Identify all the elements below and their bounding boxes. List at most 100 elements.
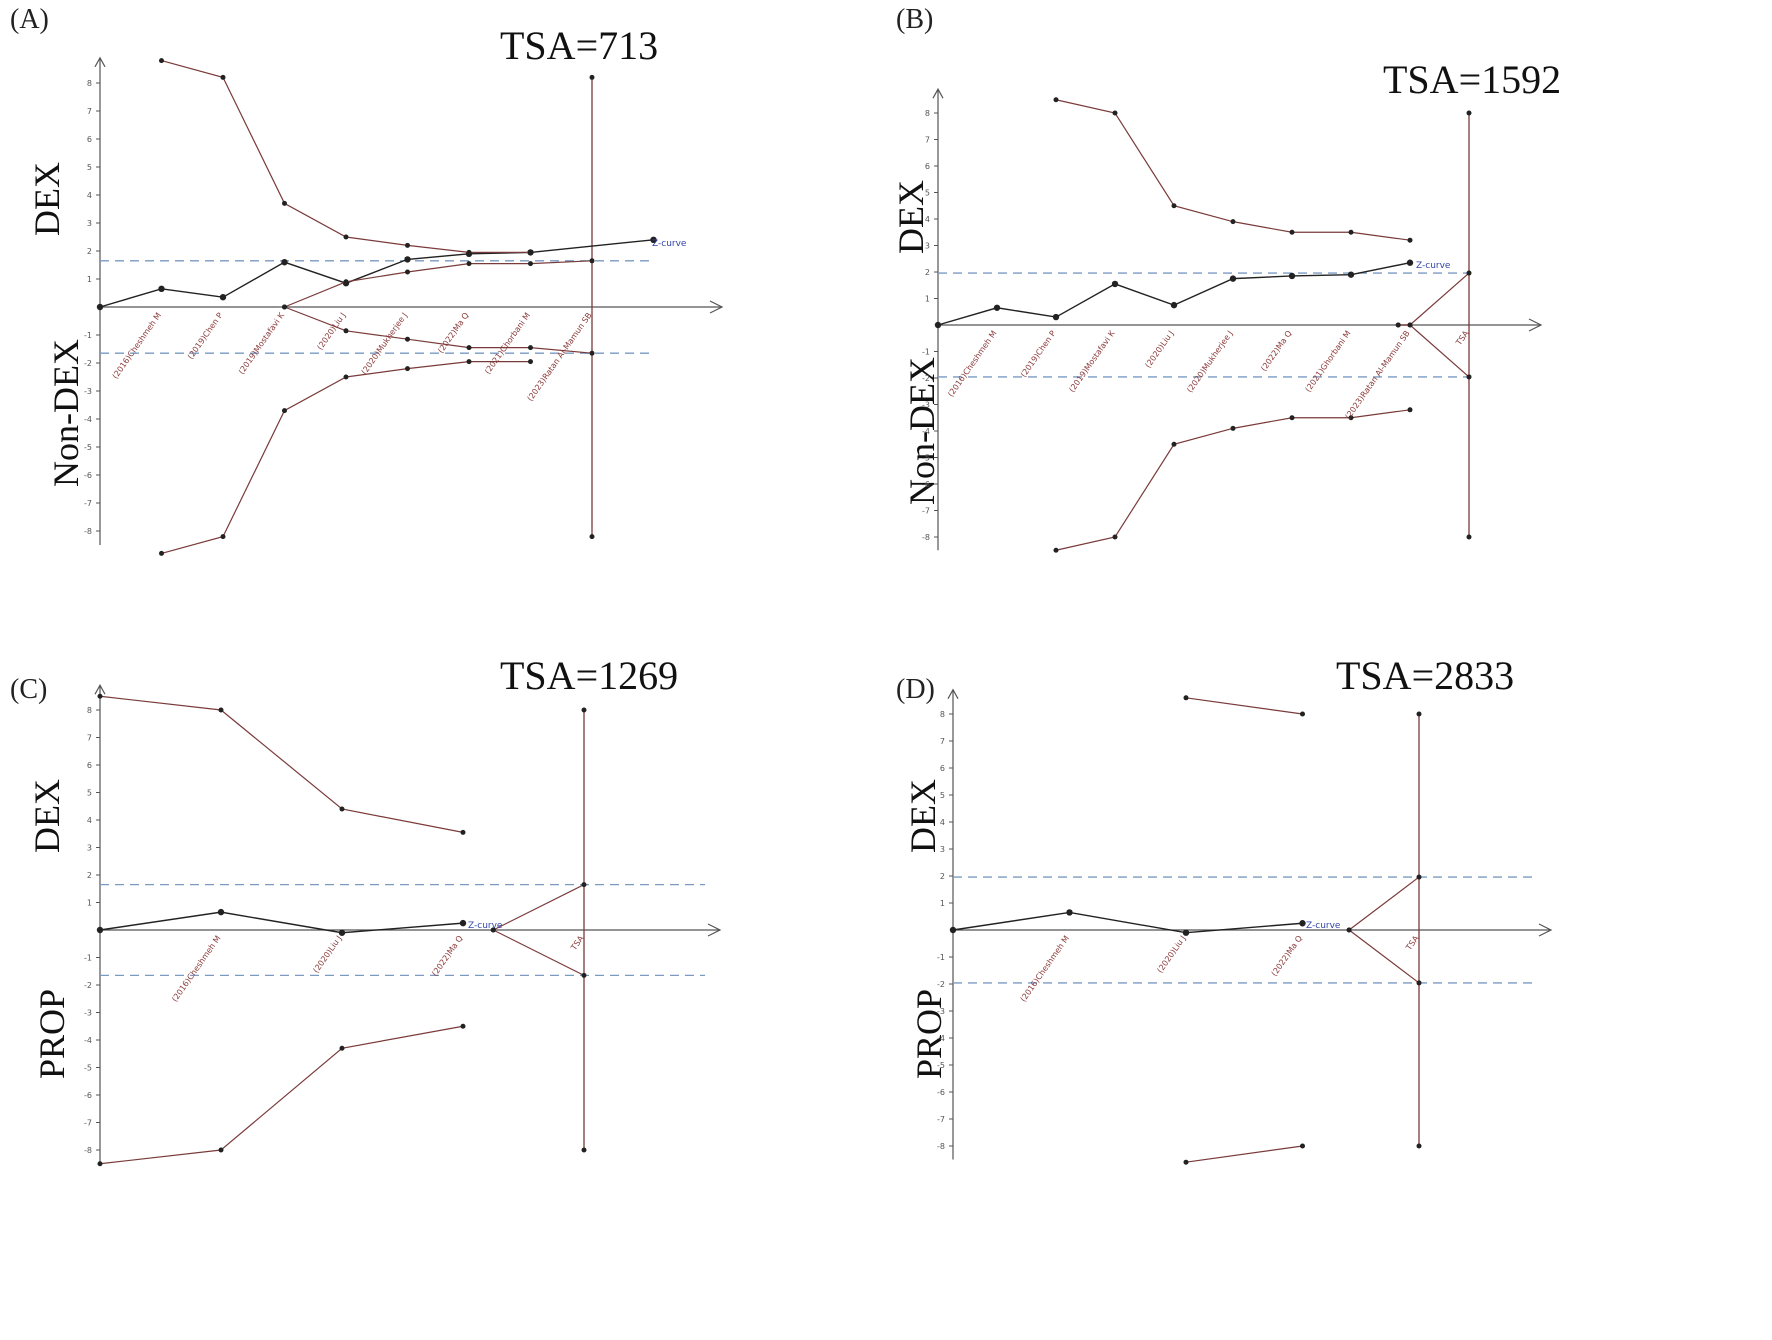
boundary-point [528, 345, 533, 351]
y-tick-label: 7 [87, 734, 92, 743]
z-curve-point [1111, 280, 1119, 288]
y-tick-label: 1 [940, 899, 945, 908]
tsa-line-point [589, 74, 595, 80]
boundary-point [218, 1147, 224, 1153]
z-curve-point [650, 236, 657, 243]
y-tick-label: 5 [925, 189, 930, 198]
x-axis-arrow [707, 923, 722, 937]
study-label: (2016)Cheshmeh M [111, 311, 164, 381]
y-tick-label: 7 [940, 737, 945, 746]
y-tick-label: 2 [940, 872, 945, 881]
y-tick-label: 4 [87, 816, 92, 825]
z-curve-point [158, 285, 165, 292]
y-tick-label: 8 [925, 109, 930, 118]
y-tick-label: -8 [937, 1142, 945, 1151]
boundary-point [220, 74, 226, 80]
boundary-point [1053, 547, 1059, 553]
boundary-point [589, 350, 595, 356]
chart-plot: -8 -7 -6 -5 -4 -3 -2 -1 1 2 3 4 5 6 7 8 Z-curve (2016)Che… [84, 684, 722, 1167]
y-tick-label: 2 [87, 247, 92, 256]
tsa-line-point [1466, 110, 1472, 116]
boundary-point [405, 336, 410, 342]
z-curve-label: Z-curve [652, 239, 687, 249]
y-tick-label: -3 [922, 401, 930, 410]
study-label: (2016)Cheshmeh M [1019, 934, 1072, 1004]
boundary-point [282, 408, 287, 414]
boundary-point [1289, 229, 1295, 235]
y-tick-label: -4 [84, 1036, 92, 1045]
boundary-point [97, 1161, 103, 1167]
boundary-point [460, 1023, 466, 1029]
boundary-line [284, 260, 593, 308]
study-label: (2022)Ma Q [1259, 329, 1293, 373]
y-tick-label: -4 [922, 427, 930, 436]
boundary-point [490, 927, 496, 933]
x-axis-arrow [1528, 318, 1543, 332]
panel-d: (D) TSA=2833 DEX PROP -8 -7 -6 -5 -4 -3 -2 -1 1 2… [886, 653, 1772, 1340]
boundary-point [282, 304, 287, 310]
boundary-point [1348, 415, 1354, 421]
y-tick-label: -8 [922, 533, 930, 542]
y-tick-label: -1 [84, 331, 92, 340]
panel-c: (C) TSA=1269 DEX PROP -8 -7 -6 -5 -4 -3 -2 -1 1 2… [0, 653, 886, 1340]
boundary-line [161, 60, 531, 253]
y-tick-label: -6 [84, 1091, 92, 1100]
boundary-point [1230, 219, 1236, 225]
boundary-line [161, 361, 531, 554]
y-tick-label: 3 [87, 844, 92, 853]
boundary-line [1348, 876, 1420, 931]
boundary-line [492, 929, 585, 976]
y-tick-label: 2 [925, 268, 930, 277]
boundary-point [1230, 425, 1236, 431]
study-label: (2016)Cheshmeh M [170, 934, 223, 1004]
z-curve-point [949, 926, 957, 934]
panel-label: (D) [896, 674, 935, 705]
boundary-point [343, 234, 349, 240]
z-curve-point [217, 908, 225, 916]
z-curve-point [96, 303, 104, 311]
boundary-point [1300, 711, 1305, 717]
y-tick-label: -8 [84, 527, 92, 536]
boundary-point [528, 359, 533, 365]
z-curve-point [993, 304, 1001, 311]
boundary-point [1416, 874, 1422, 880]
y-tick-label: -2 [937, 980, 945, 989]
chart-plot: -8 -7 -6 -5 -4 -3 -2 -1 1 2 3 4 5 6 7 8 Z-curve (2016)Che… [84, 56, 724, 556]
z-curve-point [281, 259, 288, 266]
study-label: (2019)Mostafavi K [1067, 328, 1117, 394]
study-label: (2019)Chen P [1019, 329, 1058, 379]
z-curve-point [1288, 272, 1296, 280]
y-tick-label: 4 [87, 191, 92, 200]
boundary-line [1055, 99, 1411, 241]
y-tick-label: -1 [84, 954, 92, 963]
chart-plot: -8 -7 -6 -5 -4 -3 -2 -1 1 2 3 4 5 6 7 8 Z-curve (2016)Che… [922, 87, 1543, 553]
z-curve-point [1299, 920, 1306, 927]
y-tick-label: 4 [940, 818, 945, 827]
z-curve-point [1406, 259, 1414, 266]
boundary-point [466, 249, 472, 255]
boundary-point [581, 882, 587, 888]
boundary-point [589, 258, 595, 264]
study-label: (2020)Liu J [1143, 329, 1175, 370]
y-axis-arrow [932, 87, 944, 99]
boundary-point [405, 269, 410, 275]
study-label: (2020)Mukherjee J [1185, 329, 1235, 394]
boundary-point [1395, 322, 1401, 328]
tsa-line-point [1416, 711, 1422, 717]
study-label: (2022)Ma Q [436, 311, 470, 355]
y-tick-label: 1 [87, 899, 92, 908]
y-tick-label: -7 [922, 507, 930, 516]
x-axis-arrow [1538, 923, 1553, 937]
y-tick-label: 6 [940, 764, 945, 773]
boundary-point [466, 359, 472, 365]
y-tick-label: -3 [84, 387, 92, 396]
boundary-line [1185, 697, 1303, 715]
y-tick-label: -5 [922, 454, 930, 463]
study-label: (2020)Mukherjee J [360, 311, 410, 376]
boundary-point [343, 279, 349, 285]
boundary-point [218, 707, 224, 713]
tsa-label: TSA=713 [500, 23, 659, 68]
boundary-point [581, 972, 587, 978]
boundary-point [343, 374, 349, 380]
z-curve-line [937, 262, 1411, 326]
